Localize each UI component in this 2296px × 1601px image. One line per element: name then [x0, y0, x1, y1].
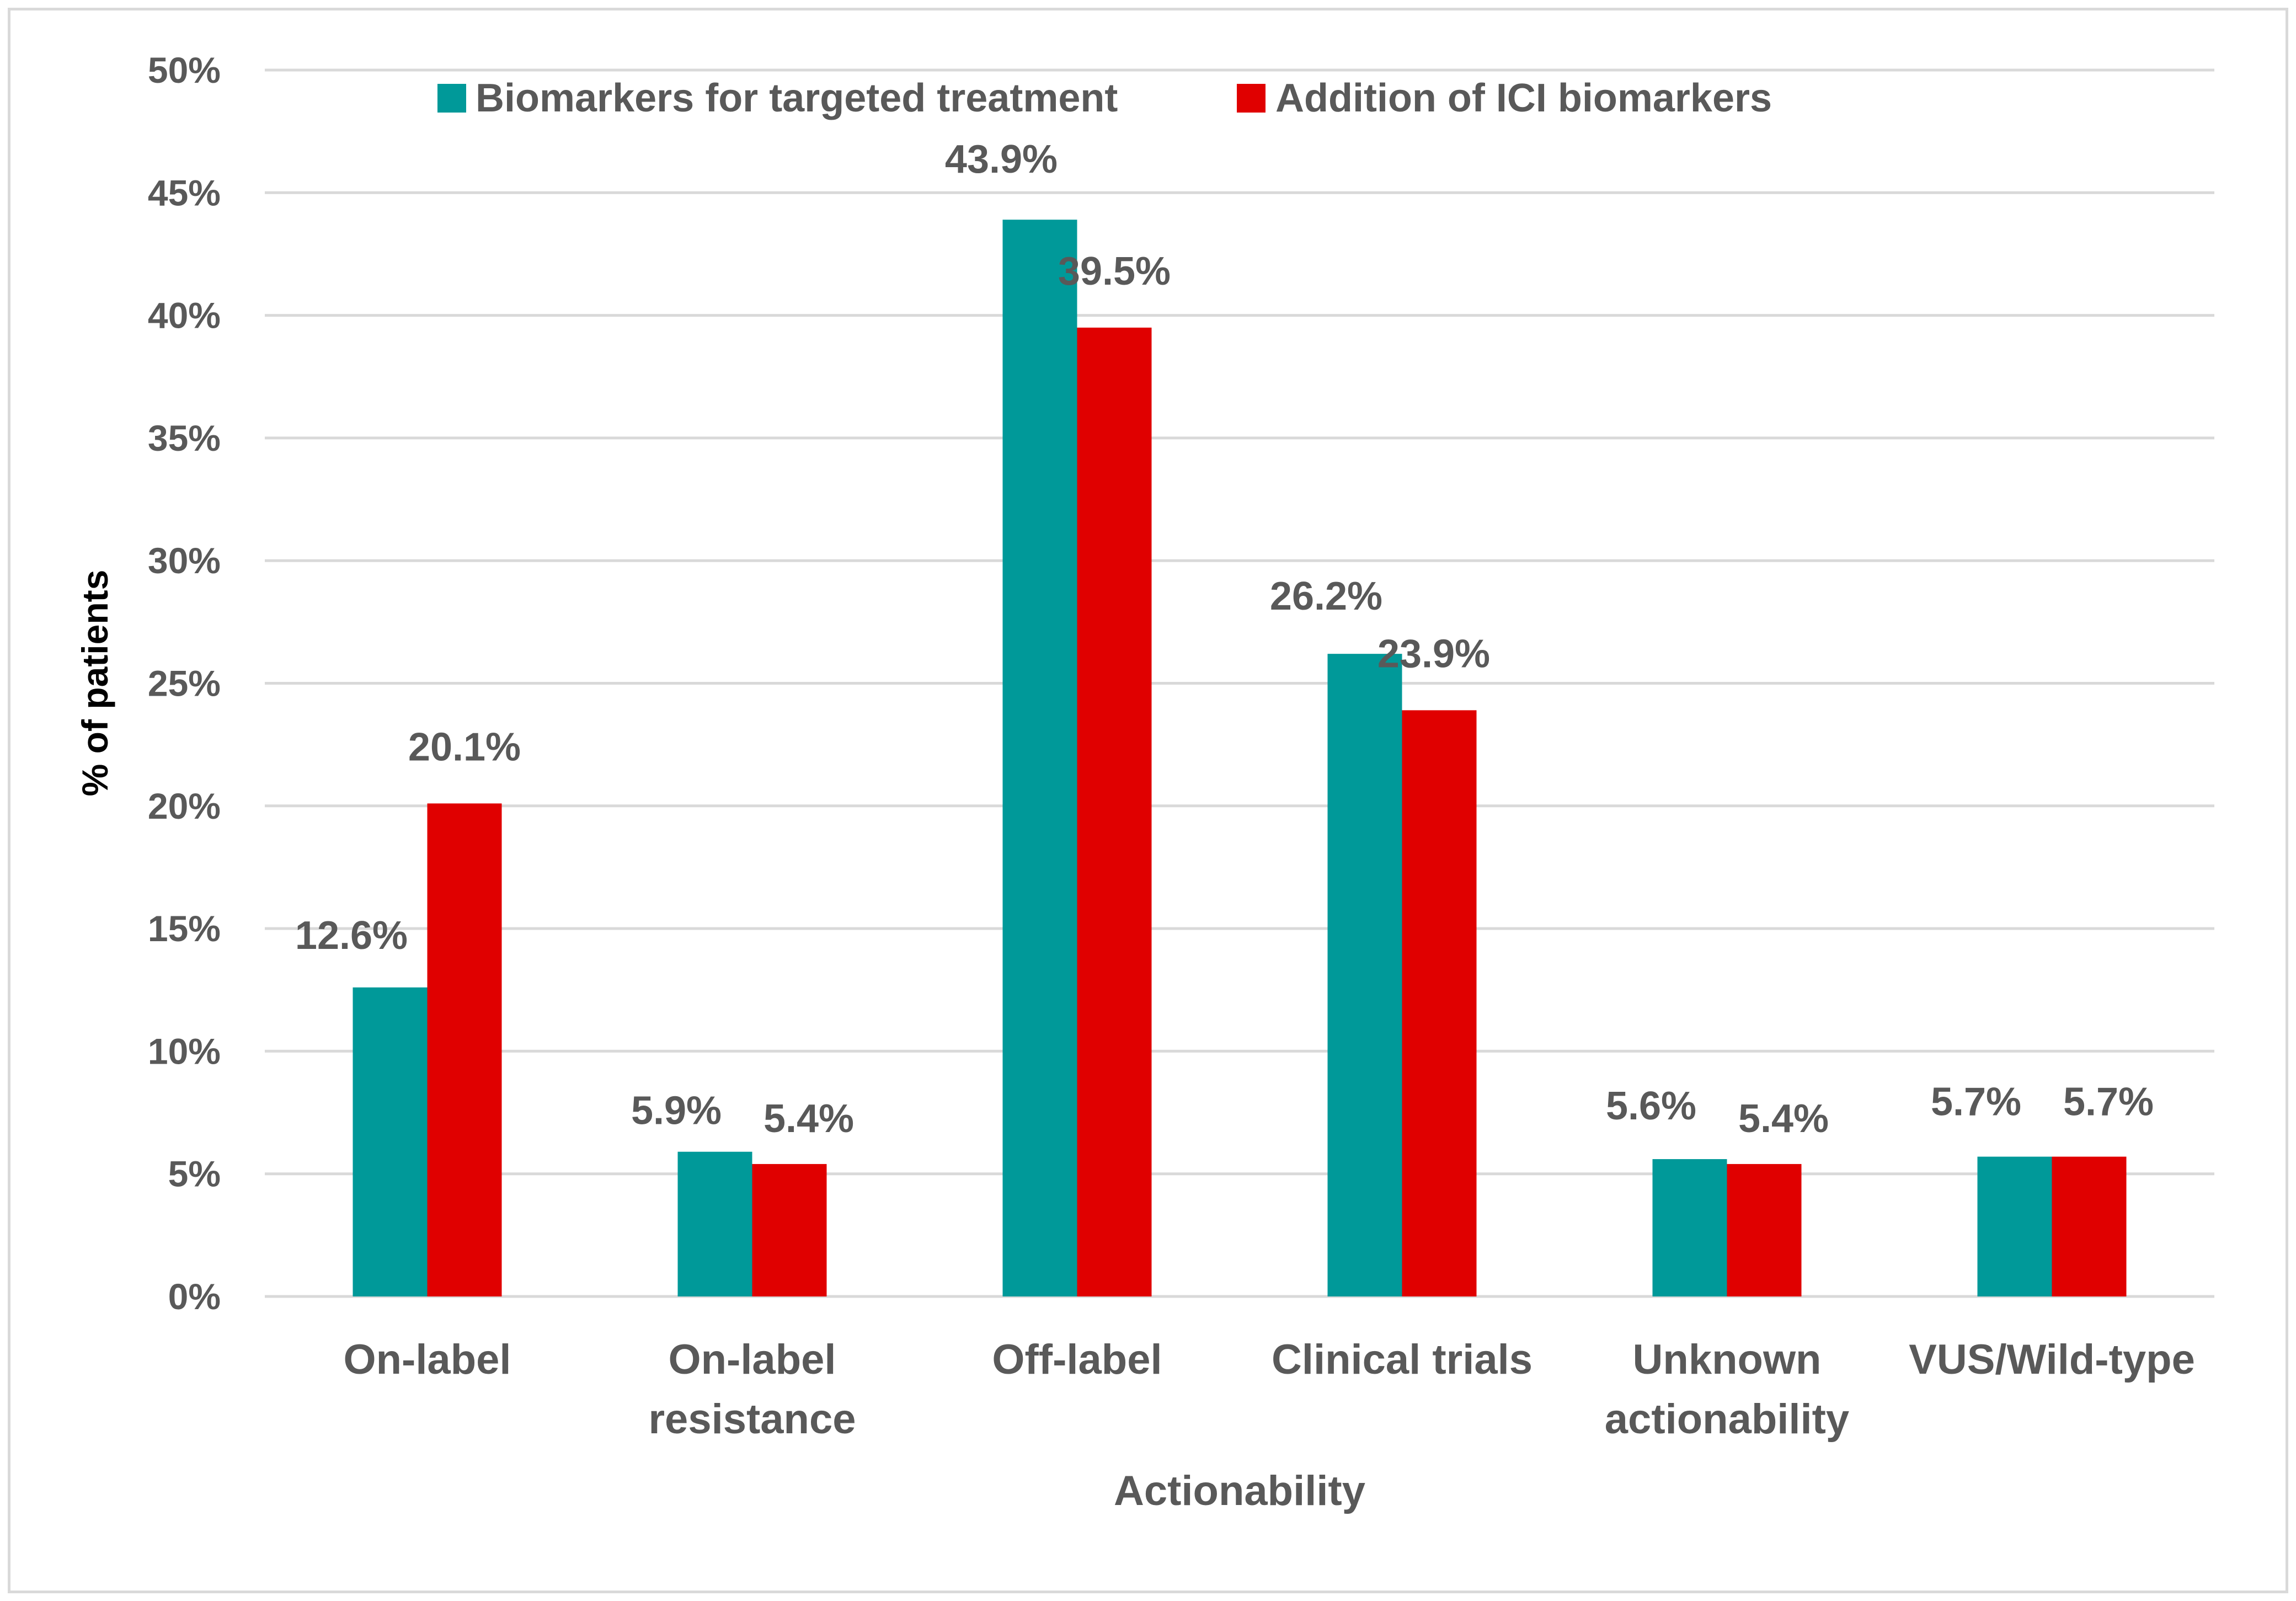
- bars: [353, 220, 2127, 1296]
- x-category-label: Off-label: [992, 1336, 1162, 1383]
- data-label: 5.7%: [2063, 1080, 2154, 1124]
- bar-targeted: [1327, 654, 1402, 1296]
- bar-ici: [1077, 327, 1152, 1296]
- data-label: 20.1%: [408, 725, 521, 769]
- y-tick-label: 0%: [168, 1276, 221, 1317]
- data-label: 26.2%: [1270, 574, 1382, 618]
- x-category-label: VUS/Wild-type: [1909, 1336, 2195, 1383]
- y-axis-title: % of patients: [74, 570, 115, 797]
- y-tick-label: 45%: [148, 172, 221, 213]
- x-category-label: Unknown actionability: [1605, 1336, 1849, 1443]
- data-label: 23.9%: [1377, 632, 1490, 676]
- x-axis-title: Actionability: [1114, 1467, 1365, 1514]
- y-tick-label: 35%: [148, 418, 221, 458]
- data-label: 5.4%: [1738, 1097, 1829, 1141]
- y-tick-label: 5%: [168, 1154, 221, 1194]
- y-tick-label: 20%: [148, 786, 221, 826]
- bar-ici: [427, 803, 502, 1296]
- y-axis-ticks: 0% 5% 10% 15% 20% 25% 30% 35% 40% 45% 50%: [148, 50, 221, 1317]
- x-category-label: Clinical trials: [1272, 1336, 1533, 1383]
- bar-targeted: [1977, 1156, 2052, 1296]
- bar-targeted: [353, 987, 428, 1296]
- y-tick-label: 50%: [148, 50, 221, 90]
- legend-swatch: [1237, 84, 1266, 113]
- bar-targeted: [677, 1151, 752, 1296]
- x-category-label: On-label resistance: [648, 1336, 856, 1443]
- data-label: 12.6%: [295, 914, 408, 958]
- legend-label: Biomarkers for targeted treatment: [476, 76, 1118, 120]
- y-tick-label: 10%: [148, 1031, 221, 1071]
- legend-swatch: [437, 84, 466, 113]
- data-label: 39.5%: [1058, 249, 1171, 293]
- x-category-label: On-label: [343, 1336, 511, 1383]
- bar-ici: [752, 1164, 827, 1296]
- legend-label: Addition of ICI biomarkers: [1275, 76, 1772, 120]
- bar-targeted: [1652, 1159, 1727, 1296]
- data-label: 5.6%: [1606, 1084, 1696, 1128]
- gridlines: [265, 68, 2214, 1298]
- y-tick-label: 30%: [148, 540, 221, 581]
- data-label: 5.9%: [631, 1089, 722, 1133]
- x-axis-categories: On-label On-label resistance Off-label Clini…: [343, 1336, 2194, 1443]
- bar-ici: [2052, 1156, 2127, 1296]
- bar-ici: [1727, 1164, 1802, 1296]
- bar-targeted: [1002, 220, 1077, 1296]
- legend: Biomarkers for targeted treatment Additio…: [437, 76, 1772, 120]
- y-tick-label: 15%: [148, 908, 221, 949]
- data-labels: 12.6% 5.9% 43.9% 26.2% 5.6% 5.7% 20.1% 5.4% 39.5…: [295, 137, 2154, 1141]
- y-tick-label: 40%: [148, 295, 221, 336]
- data-label: 43.9%: [945, 137, 1058, 182]
- y-tick-label: 25%: [148, 663, 221, 704]
- data-label: 5.7%: [1931, 1080, 2021, 1124]
- data-label: 5.4%: [763, 1097, 854, 1141]
- bar-ici: [1402, 710, 1477, 1296]
